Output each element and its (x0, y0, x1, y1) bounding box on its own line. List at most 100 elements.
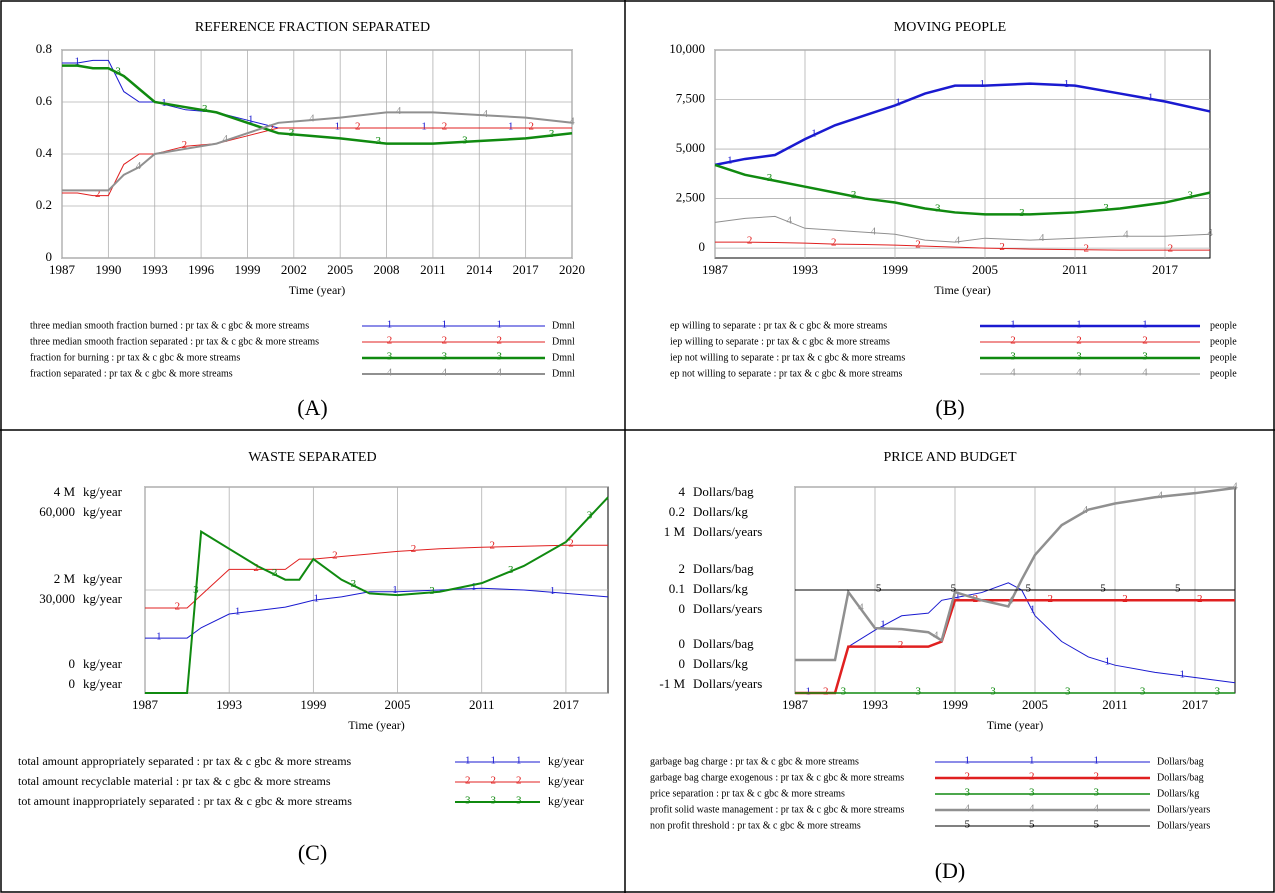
legend-unit: Dollars/bag (1157, 772, 1204, 783)
y-tick-label: 0 (69, 676, 76, 691)
series-marker: 4 (222, 133, 228, 145)
y-tick-label: 0.2 (669, 504, 685, 519)
x-tick-label: 1999 (942, 697, 968, 712)
x-tick-label: 1996 (188, 262, 215, 277)
y-axis-unit: kg/year (83, 676, 123, 691)
series-marker: 5 (951, 583, 957, 595)
series-marker: 3 (1215, 686, 1221, 698)
chart-panel: PRICE AND BUDGET(D)1987 1993 1999 2005 2011 2… (650, 450, 1238, 883)
series-marker: 3 (851, 189, 857, 201)
legend-marker: 3 (442, 351, 448, 363)
y-tick-label: 0.6 (36, 93, 53, 108)
series-marker: 4 (1008, 594, 1014, 606)
legend-marker: 1 (1010, 319, 1016, 331)
series-marker: 4 (569, 115, 575, 127)
legend-marker: 4 (965, 803, 971, 815)
series-line (62, 111, 573, 192)
series-marker: 1 (421, 121, 427, 133)
series-marker: 3 (462, 134, 468, 146)
series-marker: 3 (202, 103, 208, 115)
series-marker: 4 (483, 108, 489, 120)
legend-marker: 3 (1142, 351, 1148, 363)
x-axis-label: Time (year) (987, 718, 1044, 732)
x-tick-label: 2011 (1062, 262, 1088, 277)
series-marker: 3 (935, 203, 941, 215)
x-tick-label: 2005 (972, 262, 998, 277)
series-marker: 1 (471, 581, 477, 593)
series-marker: 1 (1148, 92, 1154, 104)
y-tick-label: 2 (679, 561, 686, 576)
legend-unit: Dollars/kg (1157, 788, 1199, 799)
series-marker: 4 (1207, 227, 1213, 239)
y-tick-label: 5,000 (676, 140, 705, 155)
series-marker: 1 (1105, 655, 1111, 667)
y-axis-unit: kg/year (83, 504, 123, 519)
legend-marker: 1 (387, 319, 393, 331)
x-tick-label: 1999 (882, 262, 908, 277)
series-marker: 3 (1019, 207, 1025, 219)
y-axis-unit: Dollars/years (693, 601, 762, 616)
legend-marker: 5 (1094, 819, 1100, 831)
legend-marker: 1 (465, 755, 471, 767)
y-axis-unit: Dollars/bag (693, 636, 754, 651)
series-marker: 3 (1187, 190, 1193, 202)
legend-unit: Dmnl (552, 368, 575, 379)
series-marker: 5 (876, 583, 882, 595)
series-line (62, 64, 573, 145)
x-tick-label: 2002 (281, 262, 307, 277)
x-tick-label: 2020 (559, 262, 585, 277)
legend-marker: 2 (1094, 771, 1100, 783)
x-tick-label: 1999 (300, 697, 326, 712)
series-line (62, 127, 572, 197)
x-tick-label: 1993 (862, 697, 888, 712)
chart-panel: MOVING PEOPLE(B)1987 1993 1999 2005 2011 2017… (669, 20, 1237, 420)
series-marker: 4 (787, 215, 793, 227)
x-tick-label: 2017 (1152, 262, 1179, 277)
series-marker: 3 (1103, 202, 1109, 214)
legend-marker: 2 (491, 775, 497, 787)
legend-marker: 1 (497, 319, 503, 331)
legend-marker: 4 (497, 367, 503, 379)
y-axis-unit: Dollars/bag (693, 561, 754, 576)
legend-label: total amount appropriately separated : p… (18, 754, 352, 768)
y-tick-label: 2 M (54, 571, 76, 586)
legend-marker: 1 (442, 319, 448, 331)
legend-unit: Dollars/years (1157, 820, 1210, 831)
series-marker: 5 (1100, 583, 1106, 595)
series-marker: 3 (1140, 686, 1146, 698)
series-marker: 1 (1030, 604, 1036, 616)
legend-label: garbage bag charge : pr tax & c gbc & mo… (650, 756, 859, 767)
series-marker: 2 (898, 639, 904, 651)
legend-label: ep not willing to separate : pr tax & c … (670, 368, 903, 379)
series-marker: 4 (871, 225, 877, 237)
series-marker: 4 (396, 105, 402, 117)
series-marker: 4 (858, 602, 864, 614)
y-tick-label: 7,500 (676, 91, 705, 106)
y-tick-label: 0 (699, 239, 706, 254)
x-tick-label: 1999 (234, 262, 260, 277)
y-tick-label: 0 (679, 601, 686, 616)
y-axis-unit: kg/year (83, 656, 123, 671)
series-marker: 4 (1232, 481, 1238, 493)
legend-label: ep willing to separate : pr tax & c gbc … (670, 320, 887, 331)
y-tick-label: 30,000 (39, 591, 75, 606)
legend-label: total amount recyclable material : pr ta… (18, 774, 331, 788)
series-marker: 2 (411, 543, 417, 555)
legend-marker: 3 (491, 795, 497, 807)
legend-unit: Dmnl (552, 320, 575, 331)
legend-marker: 3 (465, 795, 471, 807)
legend-unit: people (1210, 320, 1237, 331)
x-tick-label: 2017 (1182, 697, 1209, 712)
series-line (714, 163, 1211, 216)
legend-marker: 2 (497, 335, 503, 347)
series-marker: 1 (550, 585, 556, 597)
series-marker: 3 (375, 135, 381, 147)
legend-marker: 4 (1029, 803, 1035, 815)
series-marker: 4 (933, 629, 939, 641)
series-marker: 2 (831, 237, 837, 249)
series-marker: 2 (1197, 593, 1203, 605)
series-marker: 2 (1047, 593, 1053, 605)
chart-title: REFERENCE FRACTION SEPARATED (195, 20, 430, 35)
series-marker: 2 (253, 562, 259, 574)
